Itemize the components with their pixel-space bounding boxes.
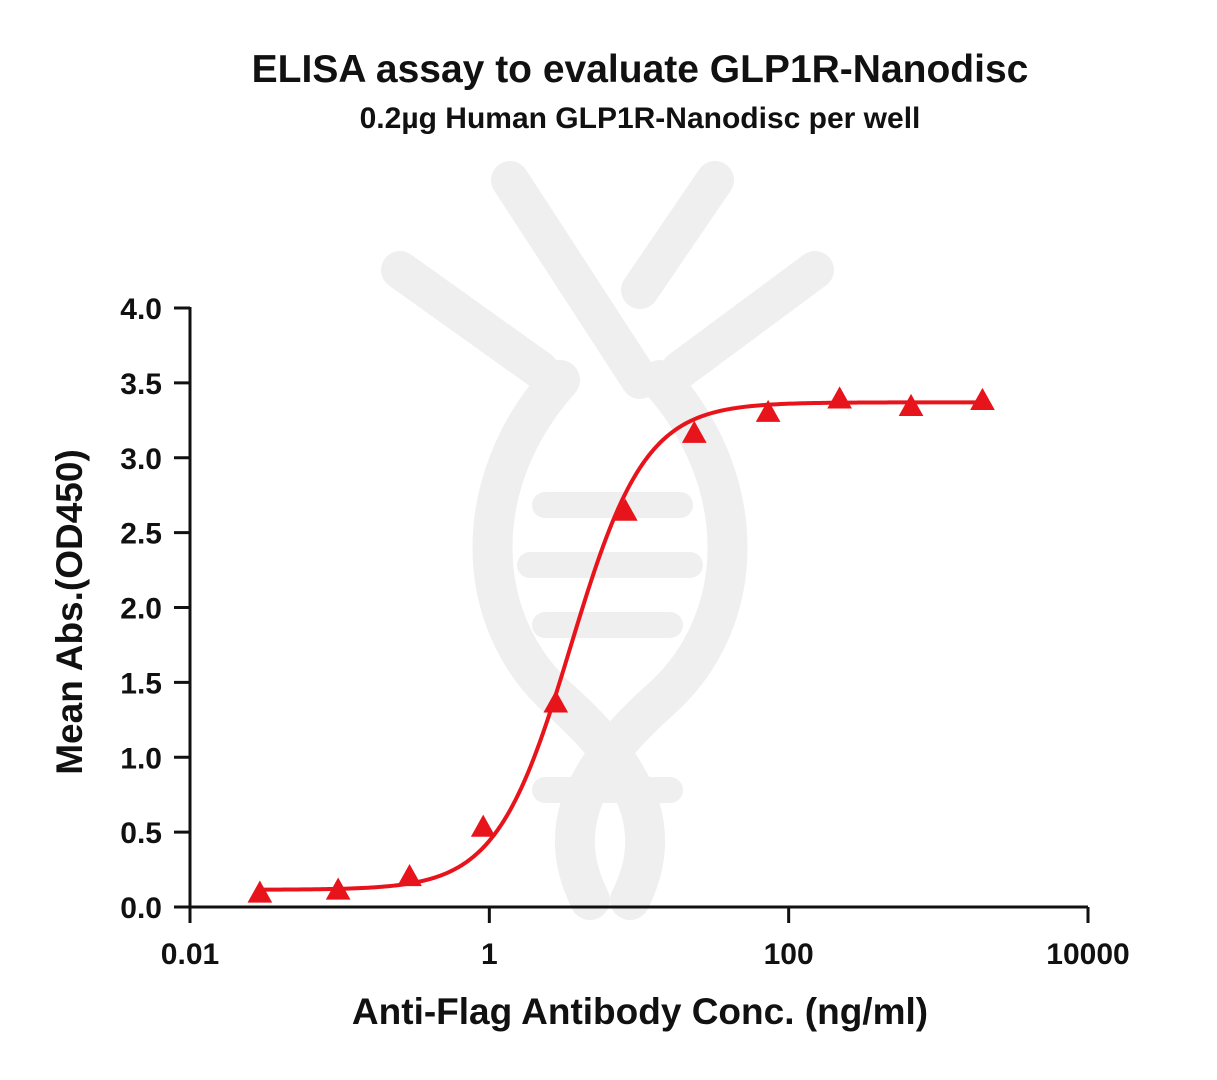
y-tick-label: 3.0	[120, 443, 162, 476]
y-axis-ticks: 0.0 0.5 1.0 1.5 2.0 2.5 3.0 3.5 4.0	[120, 293, 190, 925]
chart-subtitle: 0.2µg Human GLP1R-Nanodisc per well	[360, 102, 921, 135]
x-tick-label: 1	[481, 938, 498, 971]
y-tick-label: 3.5	[120, 368, 162, 401]
data-point-triangle	[470, 814, 496, 837]
y-axis-title: Mean Abs.(OD450)	[49, 449, 90, 775]
data-point-triangle	[681, 420, 707, 443]
x-axis-ticks: 0.01 1 100 10000	[161, 907, 1130, 971]
data-point-triangle	[827, 386, 852, 409]
data-point-triangle	[397, 864, 422, 887]
data-point-triangle	[612, 498, 638, 521]
y-tick-label: 1.0	[120, 742, 162, 775]
y-tick-label: 2.0	[120, 593, 162, 626]
data-point-triangle	[325, 877, 351, 900]
dna-helix-watermark-icon	[381, 161, 834, 920]
x-tick-label: 0.01	[161, 938, 219, 971]
fit-curve-line	[259, 400, 983, 892]
y-tick-label: 0.5	[120, 817, 162, 850]
y-tick-label: 0.0	[120, 892, 162, 925]
data-point-triangle	[755, 399, 781, 422]
y-tick-label: 1.5	[120, 667, 162, 700]
y-tick-label: 2.5	[120, 518, 162, 551]
data-point-triangle	[898, 393, 924, 416]
data-point-triangle	[247, 880, 273, 903]
chart-title: ELISA assay to evaluate GLP1R-Nanodisc	[252, 48, 1029, 91]
data-point-triangle	[543, 690, 569, 713]
x-tick-label: 100	[764, 938, 814, 971]
x-axis-title: Anti-Flag Antibody Conc. (ng/ml)	[352, 991, 928, 1032]
y-tick-label: 4.0	[120, 293, 162, 326]
x-tick-label: 10000	[1046, 938, 1129, 971]
data-point-triangle	[970, 387, 995, 410]
data-points	[247, 386, 995, 903]
